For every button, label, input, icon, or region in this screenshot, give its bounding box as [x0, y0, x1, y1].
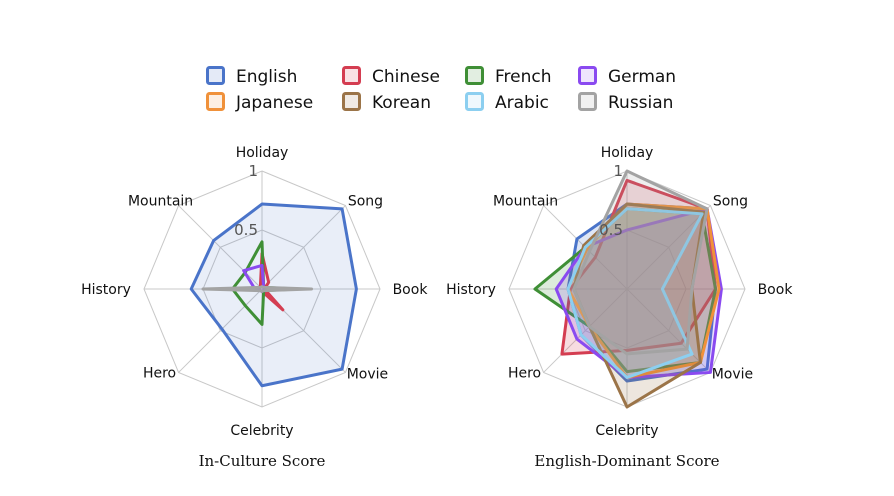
series-english — [189, 202, 358, 388]
grid-spoke-hero — [543, 288, 628, 373]
legend-swatch-korean — [342, 92, 361, 111]
tick-label: 0.5 — [599, 221, 623, 239]
legend-item-english: English — [206, 66, 297, 87]
axis-label-celebrity: Celebrity — [230, 423, 293, 439]
legend-label-korean: Korean — [372, 93, 431, 113]
grid-spoke-hero — [178, 288, 263, 373]
axis-label-movie: Movie — [347, 366, 388, 382]
axis-label-hero: Hero — [508, 365, 541, 381]
legend-item-french: French — [465, 66, 552, 87]
legend-item-german: German — [578, 66, 676, 87]
legend-item-arabic: Arabic — [465, 92, 549, 113]
tick-label: 0.5 — [234, 221, 258, 239]
legend-label-japanese: Japanese — [235, 93, 313, 113]
axis-label-mountain: Mountain — [493, 194, 558, 210]
legend: English Chinese French German Japanese Korean… — [206, 66, 676, 113]
axis-label-song: Song — [713, 194, 748, 210]
legend-swatch-german — [578, 66, 597, 85]
legend-label-arabic: Arabic — [495, 93, 549, 113]
axis-label-mountain: Mountain — [128, 194, 193, 210]
grid-spoke-movie — [626, 288, 711, 373]
legend-label-french: French — [495, 67, 552, 87]
legend-label-russian: Russian — [608, 93, 673, 113]
legend-label-german: German — [608, 67, 676, 87]
grid-spoke-song — [626, 205, 711, 290]
axis-label-book: Book — [393, 282, 429, 298]
tick-label: 1 — [613, 162, 623, 180]
tick-label: 1 — [248, 162, 258, 180]
series-russian — [201, 285, 314, 293]
legend-swatch-russian — [578, 92, 597, 111]
radar-series-group — [189, 202, 358, 388]
axis-label-history: History — [446, 282, 496, 298]
legend-item-korean: Korean — [342, 92, 431, 113]
legend-swatch-french — [465, 66, 484, 85]
grid-spoke-song — [261, 205, 346, 290]
series-russian — [572, 169, 709, 356]
legend-swatch-japanese — [206, 92, 225, 111]
axis-label-holiday: Holiday — [236, 145, 289, 161]
legend-label-english: English — [236, 67, 297, 87]
axis-label-hero: Hero — [143, 365, 176, 381]
chart-title: In-Culture Score — [199, 452, 326, 470]
radar-series-group — [533, 169, 723, 409]
axis-label-history: History — [81, 282, 131, 298]
legend-item-japanese: Japanese — [206, 92, 313, 113]
axis-label-holiday: Holiday — [601, 145, 654, 161]
chart-title: English-Dominant Score — [534, 452, 719, 470]
legend-swatch-english — [206, 66, 225, 85]
legend-swatch-chinese — [342, 66, 361, 85]
series-french — [533, 207, 717, 374]
axis-label-book: Book — [758, 282, 794, 298]
legend-item-russian: Russian — [578, 92, 673, 113]
legend-swatch-arabic — [465, 92, 484, 111]
axis-label-celebrity: Celebrity — [595, 423, 658, 439]
legend-label-chinese: Chinese — [372, 67, 440, 87]
axis-label-song: Song — [348, 194, 383, 210]
axis-label-movie: Movie — [712, 366, 753, 382]
legend-item-chinese: Chinese — [342, 66, 440, 87]
